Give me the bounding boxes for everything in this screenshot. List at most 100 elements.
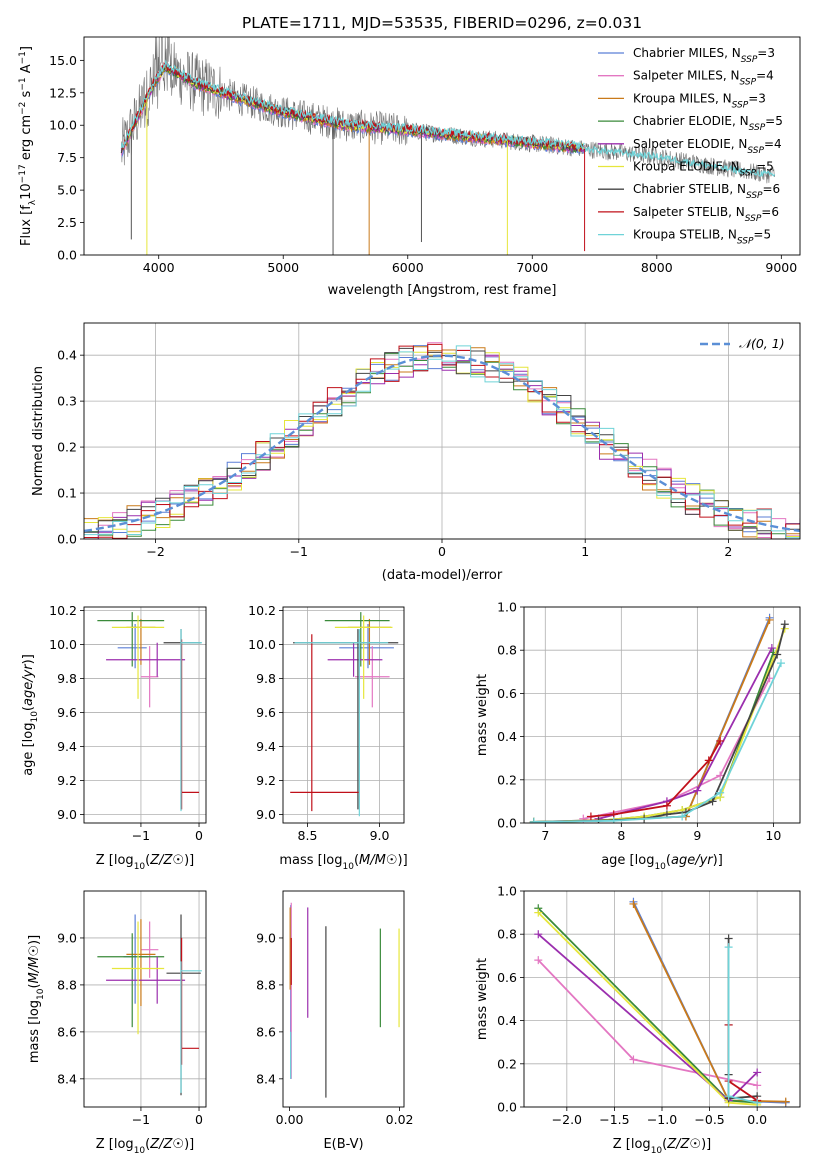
y-tick-label: 10.2 bbox=[248, 603, 276, 618]
mass-weight-marker bbox=[629, 899, 638, 908]
label-part: 10 bbox=[30, 711, 40, 723]
x-tick-label: 9000 bbox=[765, 260, 797, 275]
y-tick-label: 0.3 bbox=[57, 394, 77, 409]
label-part: )] bbox=[184, 1137, 194, 1152]
y-tick-label: 12.5 bbox=[49, 85, 77, 100]
mass-weight-marker bbox=[765, 615, 774, 624]
y-tick-label: 0.4 bbox=[497, 1013, 517, 1028]
mass-weight-marker bbox=[773, 650, 782, 659]
mass-weight-marker bbox=[529, 817, 538, 823]
mass-weight-marker bbox=[716, 771, 725, 780]
y-tick-label: 9.0 bbox=[57, 807, 77, 822]
model-spectrum-line bbox=[120, 59, 585, 151]
y-tick-label: 9.8 bbox=[256, 671, 276, 686]
x-tick-label: 0.02 bbox=[386, 1112, 414, 1127]
mass-weight-marker bbox=[693, 786, 702, 795]
label-part: SSP bbox=[740, 169, 757, 179]
mass-weight-marker bbox=[534, 908, 543, 917]
y-tick-label: 0.4 bbox=[497, 729, 517, 744]
x-tick-label: 7 bbox=[541, 828, 549, 843]
x-tick-label: 0 bbox=[438, 544, 446, 559]
mass-vs-z-y-axis-label: mass [log10(M/M☉)] bbox=[27, 935, 46, 1063]
x-tick-label: −1.5 bbox=[599, 1112, 629, 1127]
y-tick-label: 9.8 bbox=[57, 671, 77, 686]
residuals-y-axis-label: Normed distribution bbox=[31, 366, 46, 496]
x-tick-label: −2 bbox=[146, 544, 164, 559]
normal-distribution-curve bbox=[84, 354, 800, 533]
label-part: =5 bbox=[756, 160, 774, 174]
figure-title: PLATE=1711, MJD=53535, FIBERID=0296, z=0… bbox=[242, 14, 642, 32]
y-tick-label: 8.4 bbox=[57, 1071, 77, 1086]
label-part: ( bbox=[27, 983, 42, 988]
y-tick-label: 0.2 bbox=[497, 772, 517, 787]
mass-vs-z-x-axis-label: Z [log10(Z/Z☉)] bbox=[96, 1137, 194, 1156]
spectrum-plot-area bbox=[120, 37, 776, 255]
mass-weight-vs-z-axes: −2.0 −1.5 −1.0 −0.5 0.0 0.0 0.2 0.4 0.6 0.8 1.0 bbox=[497, 884, 800, 1127]
label-part: Z [log bbox=[96, 1137, 134, 1152]
y-tick-label: 0.6 bbox=[497, 686, 517, 701]
label-part: =6 bbox=[763, 182, 781, 196]
mass-weight-vs-z-frame bbox=[523, 890, 801, 1108]
label-part: ( bbox=[354, 853, 359, 868]
mass-weight-marker bbox=[753, 1081, 762, 1090]
legend-entry-label: Salpeter MILES, NSSP=4 bbox=[633, 69, 774, 88]
legend-entry-label: Chabrier MILES, NSSP=3 bbox=[633, 46, 775, 65]
label-part: SSP bbox=[740, 78, 757, 88]
y-tick-label: 1.0 bbox=[497, 600, 517, 615]
y-tick-label: 8.6 bbox=[256, 1024, 276, 1039]
mass-weight-marker bbox=[662, 801, 671, 810]
label-part: ( bbox=[145, 1137, 150, 1152]
y-tick-label: 10.2 bbox=[49, 603, 77, 618]
y-tick-label: 0.0 bbox=[497, 1100, 517, 1115]
label-part: −1 bbox=[18, 51, 28, 64]
label-part: )] bbox=[21, 654, 36, 664]
x-tick-label: 4000 bbox=[143, 260, 175, 275]
y-tick-label: 0.0 bbox=[497, 816, 517, 831]
y-tick-label: 0.1 bbox=[57, 486, 77, 501]
age-vs-mass-frame bbox=[282, 606, 405, 824]
y-tick-label: 9.0 bbox=[256, 930, 276, 945]
age-vs-z-plot-area bbox=[97, 612, 202, 812]
model-spectrum-tail-line bbox=[584, 145, 776, 177]
y-tick-label: 0.6 bbox=[497, 970, 517, 985]
label-part: Flux [f bbox=[19, 205, 34, 246]
label-part: Salpeter STELIB, N bbox=[633, 205, 745, 219]
x-tick-label: −1.0 bbox=[647, 1112, 677, 1127]
mass-weight-vs-z-plot-area bbox=[534, 897, 790, 1107]
mass-weight-marker bbox=[534, 956, 543, 965]
residuals-legend-label: 𝒩(0, 1) bbox=[739, 336, 785, 351]
age-vs-z-axes: −1 0 9.0 9.2 9.4 9.6 9.8 10.0 10.2 bbox=[49, 603, 206, 843]
label-part: ( bbox=[21, 706, 36, 711]
label-part: s bbox=[19, 90, 34, 101]
legend-entry-label: Chabrier STELIB, NSSP=6 bbox=[633, 182, 780, 201]
y-tick-label: 9.6 bbox=[57, 705, 77, 720]
chart-layer: 4000 5000 6000 7000 8000 90000.02.55.07.510.0… bbox=[18, 36, 801, 1156]
x-tick-label: 5000 bbox=[267, 260, 299, 275]
mass-weight-marker bbox=[716, 736, 725, 745]
label-part: )] bbox=[713, 853, 723, 868]
mass-vs-ebv-frame bbox=[282, 890, 405, 1108]
spectrum-legend: Chabrier MILES, NSSP=3 Salpeter MILES, NS… bbox=[598, 46, 783, 247]
age-vs-mass-x-axis-label: mass [log10(M/M☉)] bbox=[279, 853, 407, 872]
label-part: 10 bbox=[19, 183, 34, 200]
y-tick-label: 10.0 bbox=[49, 637, 77, 652]
label-part: −17 bbox=[18, 164, 28, 183]
label-part: mass [log bbox=[27, 1000, 42, 1063]
label-part: −2 bbox=[18, 102, 28, 115]
label-part: mass [log bbox=[279, 853, 342, 868]
label-part: Chabrier ELODIE, N bbox=[633, 114, 749, 128]
label-part: Z/Z☉ bbox=[666, 1137, 701, 1152]
label-part: )] bbox=[27, 935, 42, 945]
y-tick-label: 8.4 bbox=[256, 1071, 276, 1086]
y-tick-label: 9.4 bbox=[57, 739, 77, 754]
label-part: =4 bbox=[756, 69, 774, 83]
label-part: =3 bbox=[757, 46, 775, 60]
mass-weight-marker bbox=[716, 788, 725, 797]
label-part: erg cm bbox=[19, 115, 34, 164]
mass-weight-marker bbox=[780, 620, 789, 629]
legend-entry-label: Kroupa ELODIE, NSSP=5 bbox=[633, 160, 774, 179]
y-tick-label: 10.0 bbox=[248, 637, 276, 652]
label-part: =5 bbox=[753, 228, 771, 242]
label-part: λ bbox=[28, 199, 38, 205]
legend-entry-label: Salpeter ELODIE, NSSP=4 bbox=[633, 137, 782, 156]
